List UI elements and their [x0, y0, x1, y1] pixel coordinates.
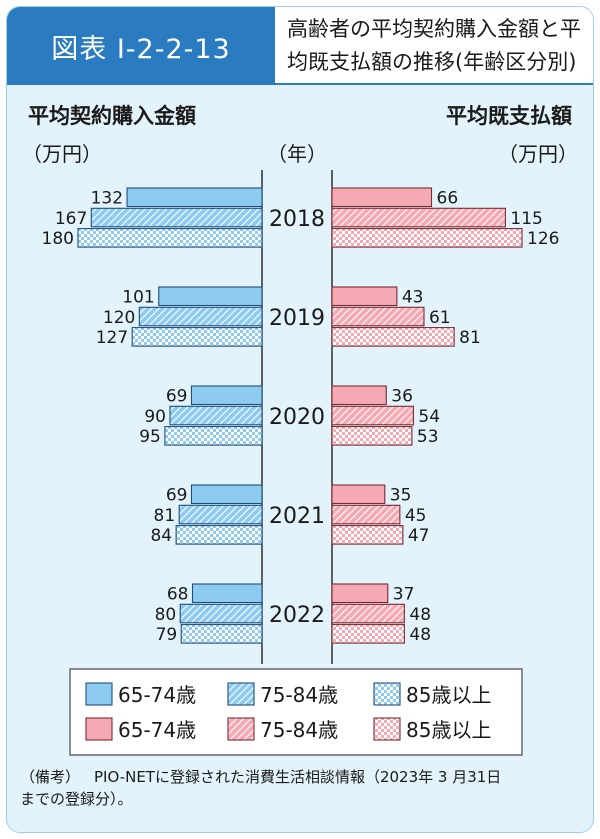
left-bar-label-2019-1: 120: [103, 308, 135, 328]
footnote-lead: （備考）: [20, 768, 81, 786]
right-bar-label-2021-1: 45: [405, 506, 427, 526]
left-bar-label-2018-1: 167: [55, 209, 87, 229]
footnote: （備考） PIO-NETに登録された消費生活相談情報（2023年 3 月31日 ま…: [20, 766, 580, 810]
right-bar-label-2020-0: 36: [391, 387, 413, 407]
right-bar-2021-1: [331, 504, 401, 525]
left-bar-label-2020-0: 69: [166, 387, 188, 407]
right-bar-label-2022-1: 48: [409, 605, 431, 625]
left-panel-title: 平均契約購入金額: [28, 104, 196, 128]
right-bar-label-2021-0: 35: [390, 486, 412, 506]
right-bar-2019-0: [331, 286, 398, 307]
left-bar-label-2020-1: 90: [144, 407, 166, 427]
left-bar-2018-0: [126, 187, 263, 208]
right-panel-title: 平均既支払額: [446, 104, 572, 128]
right-bar-label-2018-0: 66: [437, 189, 459, 209]
left-bar-2022-2: [180, 624, 263, 644]
right-bar-label-2020-1: 54: [418, 407, 440, 427]
left-bar-2021-0: [190, 484, 263, 505]
left-bar-2018-2: [77, 228, 263, 248]
figure-label: 図表 I-2-2-13: [7, 7, 275, 85]
left-bar-label-2022-1: 80: [155, 605, 177, 625]
right-bar-label-2022-0: 37: [393, 585, 415, 605]
legend-label-right-0: 65-74歳: [118, 718, 196, 742]
right-bar-label-2020-2: 53: [417, 427, 439, 447]
right-bar-label-2019-0: 43: [402, 288, 424, 308]
figure-title-line2: 均既支払額の推移(年齢区分別): [287, 50, 577, 74]
left-bar-2018-1: [90, 207, 263, 228]
left-bar-label-2022-2: 79: [156, 625, 178, 645]
left-bar-2020-2: [164, 426, 263, 446]
right-bar-2021-2: [331, 525, 404, 545]
legend-swatch-right-0: [85, 717, 113, 741]
legend-swatch-left-2: [373, 682, 401, 706]
right-bar-label-2021-2: 47: [408, 526, 430, 546]
year-labels-group: 2018 2019 2020 2021 2022: [269, 207, 325, 628]
legend-swatch-right-2: [373, 717, 401, 741]
left-bar-2022-1: [179, 603, 263, 624]
left-bar-2020-1: [169, 405, 263, 426]
right-bar-2019-1: [331, 306, 425, 327]
footnote-line1: PIO-NETに登録された消費生活相談情報（2023年 3 月31日: [94, 768, 502, 786]
right-bar-2020-2: [331, 426, 413, 446]
legend-swatch-left-1: [227, 682, 255, 706]
right-bar-2018-1: [331, 207, 506, 228]
right-bar-2022-1: [331, 603, 405, 624]
legend-label-right-2: 85歳以上: [406, 718, 491, 742]
right-bar-2022-0: [331, 583, 389, 604]
left-bar-label-2020-2: 95: [139, 427, 161, 447]
year-label-2019: 2019: [269, 306, 325, 331]
left-bar-label-2018-0: 132: [91, 189, 123, 209]
left-bar-2021-2: [175, 525, 263, 545]
right-bar-label-2018-1: 115: [510, 209, 542, 229]
year-axis-label: （年）: [267, 142, 327, 166]
right-bar-2022-2: [331, 624, 405, 644]
right-bar-label-2019-2: 81: [459, 328, 481, 348]
footnote-line2: までの登録分）。: [20, 790, 133, 808]
right-bar-label-2022-2: 48: [409, 625, 431, 645]
year-label-2022: 2022: [269, 603, 325, 628]
right-bar-2018-0: [331, 187, 433, 208]
figure-title: 高齢者の平均契約購入金額と平 均既支払額の推移(年齢区分別): [275, 7, 593, 85]
legend-label-left-0: 65-74歳: [118, 683, 196, 707]
right-bar-label-2019-1: 61: [429, 308, 451, 328]
legend-label-left-2: 85歳以上: [406, 683, 491, 707]
left-bar-label-2019-2: 127: [96, 328, 128, 348]
left-bar-2019-1: [138, 306, 263, 327]
right-bar-2018-2: [331, 228, 523, 248]
right-bar-label-2018-2: 126: [527, 229, 559, 249]
left-bar-label-2021-1: 81: [154, 506, 176, 526]
left-bar-label-2019-0: 101: [122, 288, 154, 308]
year-label-2020: 2020: [269, 405, 325, 430]
left-bar-2021-1: [178, 504, 263, 525]
legend-swatch-left-0: [85, 682, 113, 706]
right-bar-2020-1: [331, 405, 414, 426]
left-bar-label-2021-0: 69: [166, 486, 188, 506]
figure-title-line1: 高齢者の平均契約購入金額と平: [287, 17, 581, 41]
left-bar-2022-0: [191, 583, 263, 604]
year-label-2021: 2021: [269, 504, 325, 529]
left-panel-unit: （万円）: [22, 142, 102, 166]
legend-label-left-1: 75-84歳: [260, 683, 338, 707]
legend: 65-74歳 75-84歳 85歳以上 65-74歳 75-84歳 85歳以上: [85, 682, 491, 742]
left-bar-label-2018-2: 180: [42, 229, 74, 249]
left-bar-2020-0: [190, 385, 263, 406]
left-bar-2019-2: [131, 327, 263, 347]
year-label-2018: 2018: [269, 207, 325, 232]
right-bar-2020-0: [331, 385, 387, 406]
legend-box: [69, 668, 523, 756]
left-bar-label-2021-2: 84: [150, 526, 172, 546]
left-bar-label-2022-0: 68: [167, 585, 189, 605]
right-panel-unit: （万円）: [498, 142, 578, 166]
legend-label-right-1: 75-84歳: [260, 718, 338, 742]
legend-swatch-right-1: [227, 717, 255, 741]
right-bar-2019-2: [331, 327, 455, 347]
left-bar-2019-0: [158, 286, 263, 307]
right-bar-2021-0: [331, 484, 386, 505]
